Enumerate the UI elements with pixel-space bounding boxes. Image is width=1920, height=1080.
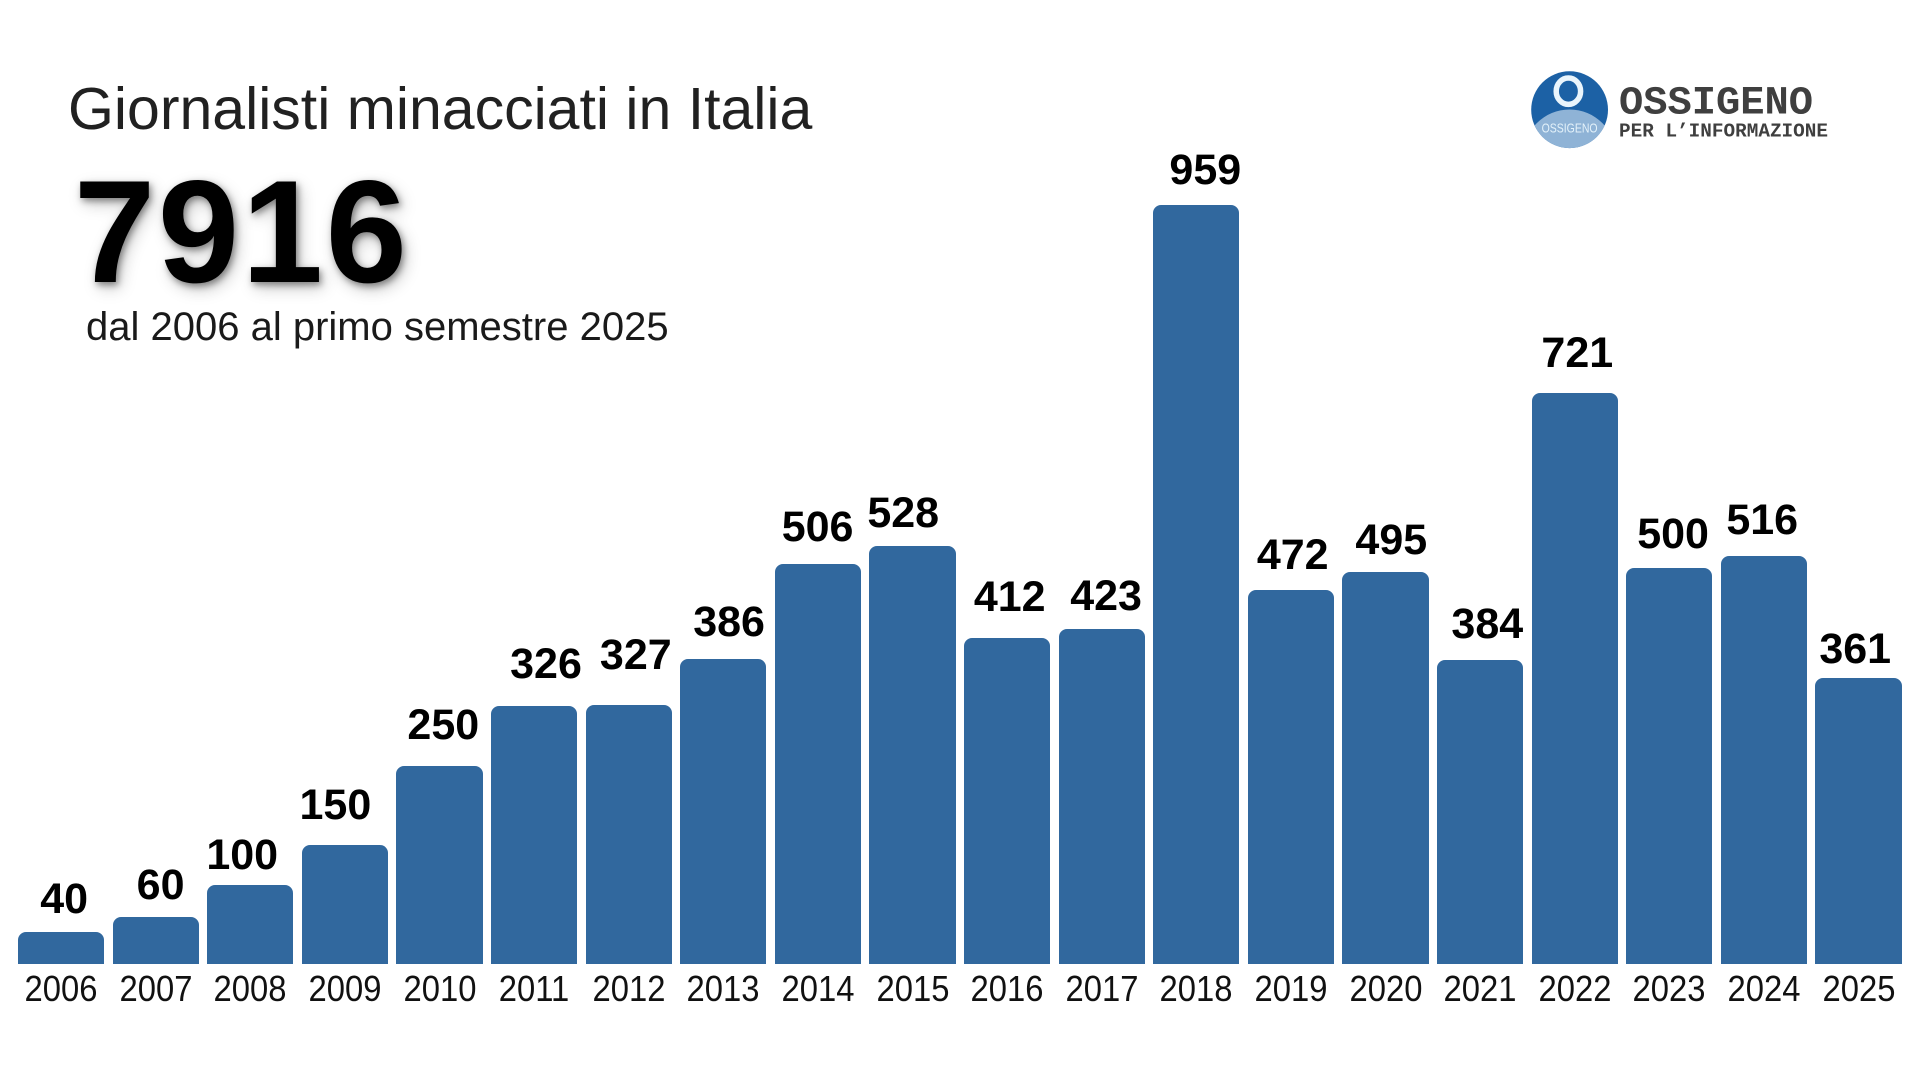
svg-text:OSSIGENO: OSSIGENO [1619, 82, 1813, 127]
svg-text:OSSIGENO: OSSIGENO [1542, 120, 1598, 135]
svg-text:PER L’INFORMAZIONE: PER L’INFORMAZIONE [1619, 120, 1828, 142]
